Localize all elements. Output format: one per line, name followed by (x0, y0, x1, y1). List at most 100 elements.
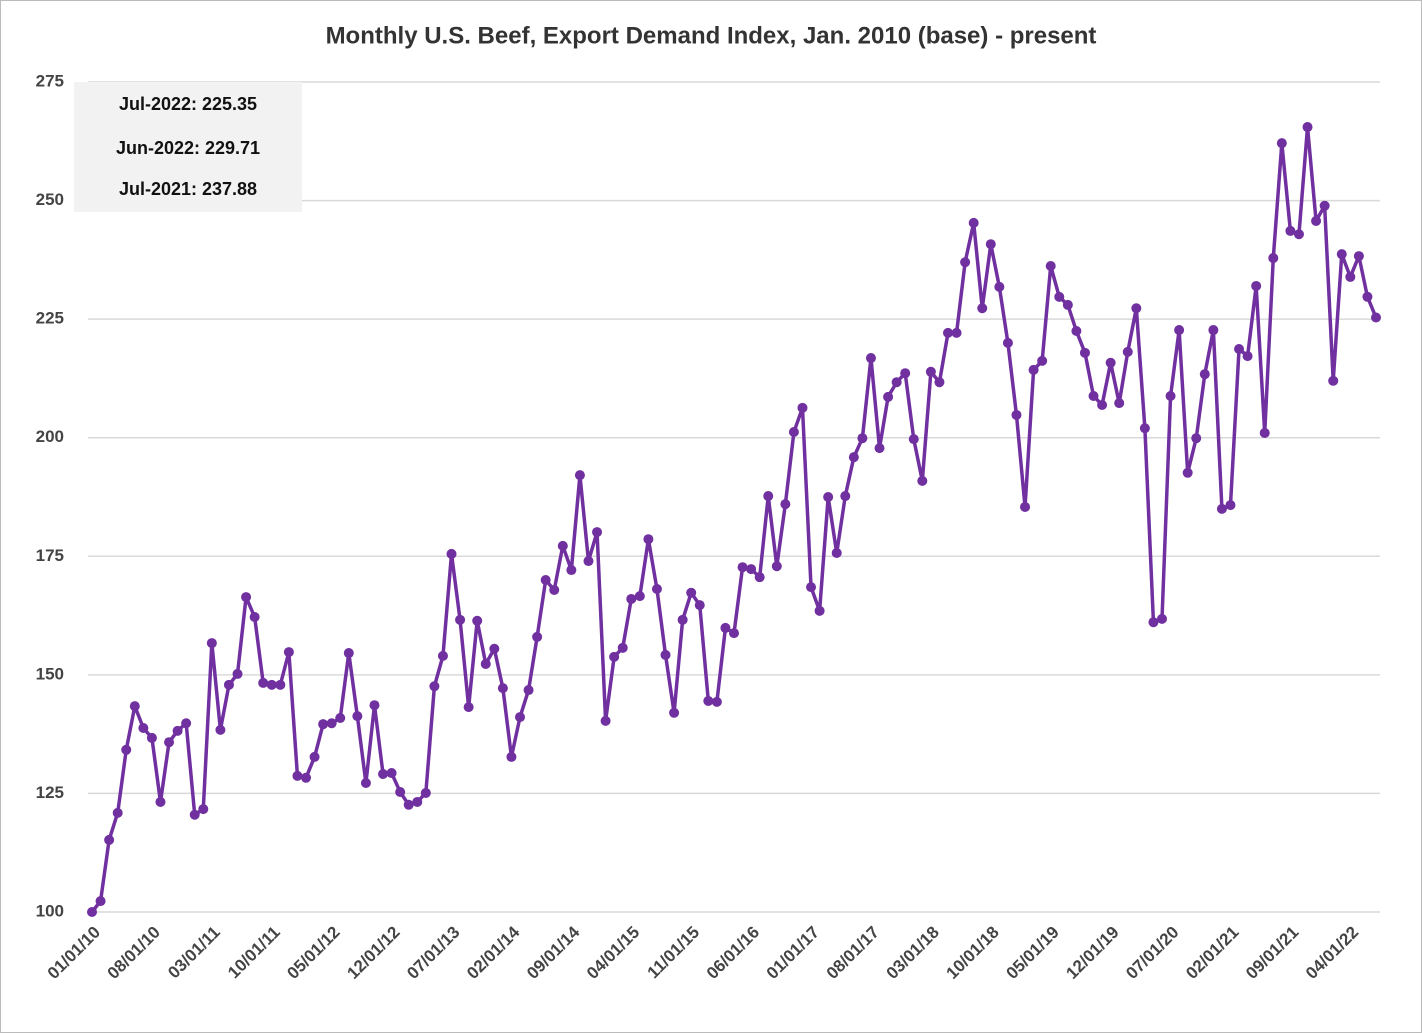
data-point (1353, 251, 1364, 262)
data-point (1131, 303, 1142, 314)
data-point (309, 751, 320, 762)
data-point (446, 548, 457, 559)
data-point (943, 327, 953, 338)
data-point (994, 281, 1005, 292)
data-point (129, 701, 140, 712)
data-point (1328, 375, 1339, 386)
data-point (840, 491, 851, 502)
data-point (891, 377, 902, 388)
data-point (985, 239, 996, 250)
data-point (651, 584, 662, 595)
y-tick-label: 150 (36, 664, 64, 683)
data-point (155, 796, 166, 807)
data-point (729, 628, 739, 639)
data-point (326, 718, 337, 729)
data-point (951, 327, 962, 338)
data-point (600, 715, 611, 726)
data-point (1165, 390, 1176, 401)
data-point (87, 907, 97, 917)
data-point (181, 718, 192, 729)
data-point (95, 896, 106, 907)
data-point (1182, 467, 1193, 478)
data-point (634, 591, 645, 602)
y-tick-label: 200 (36, 427, 64, 446)
data-point (746, 564, 757, 575)
data-point (189, 809, 200, 820)
data-point (1148, 617, 1159, 628)
data-point (968, 217, 979, 228)
data-point (669, 707, 680, 718)
data-point (232, 668, 243, 679)
data-point (1234, 344, 1245, 355)
data-point (617, 642, 628, 653)
data-point (352, 711, 363, 722)
data-point (900, 368, 911, 379)
data-point (660, 649, 671, 660)
data-point (301, 772, 311, 783)
data-point (1122, 346, 1133, 357)
data-point (1157, 613, 1167, 624)
data-point (917, 475, 928, 486)
y-tick-label: 175 (36, 546, 64, 565)
annotation: Jun-2022: 229.71 (116, 138, 260, 158)
data-point (1139, 423, 1150, 434)
data-point (960, 257, 971, 268)
data-point (283, 647, 294, 658)
y-tick-label: 250 (36, 190, 64, 209)
data-point (711, 696, 722, 707)
data-point (1071, 326, 1082, 336)
data-point (104, 834, 115, 845)
data-point (1054, 291, 1065, 302)
data-point (566, 565, 577, 576)
data-point (532, 631, 543, 642)
annotation-box (74, 82, 302, 212)
data-point (865, 353, 876, 364)
data-point (112, 807, 123, 818)
data-point (1011, 409, 1022, 420)
data-point (1302, 122, 1313, 133)
data-point (908, 434, 919, 445)
data-point (369, 700, 380, 711)
data-point (506, 751, 517, 762)
data-point (121, 744, 132, 755)
data-point (1251, 280, 1262, 291)
data-point (1191, 433, 1202, 444)
data-point (574, 470, 585, 481)
data-point (609, 651, 620, 662)
data-point (1037, 355, 1048, 366)
data-point (1105, 357, 1116, 368)
data-point (489, 643, 500, 654)
data-point (266, 679, 277, 690)
data-point (146, 732, 157, 743)
data-point (788, 427, 799, 438)
data-point (437, 650, 448, 661)
data-point (1114, 398, 1125, 409)
data-point (1079, 347, 1090, 358)
data-point (395, 787, 406, 798)
data-point (1028, 364, 1039, 375)
data-point (386, 768, 397, 779)
data-point (223, 679, 234, 690)
data-point (1268, 253, 1279, 264)
data-point (694, 600, 705, 611)
data-point (549, 584, 560, 595)
data-point (883, 391, 894, 402)
data-point (455, 614, 466, 625)
y-tick-label: 275 (36, 71, 64, 90)
data-point (1293, 229, 1304, 240)
data-point (557, 540, 568, 551)
data-point (1336, 249, 1347, 260)
data-point (164, 737, 175, 748)
data-point (1276, 138, 1287, 149)
data-point (1216, 503, 1227, 514)
annotation: Jul-2021: 237.88 (119, 179, 257, 199)
data-point (258, 677, 269, 688)
data-point (797, 402, 808, 413)
data-point (780, 499, 791, 510)
data-point (754, 572, 765, 583)
data-point (643, 534, 654, 545)
data-point (429, 681, 440, 692)
data-point (412, 796, 423, 807)
